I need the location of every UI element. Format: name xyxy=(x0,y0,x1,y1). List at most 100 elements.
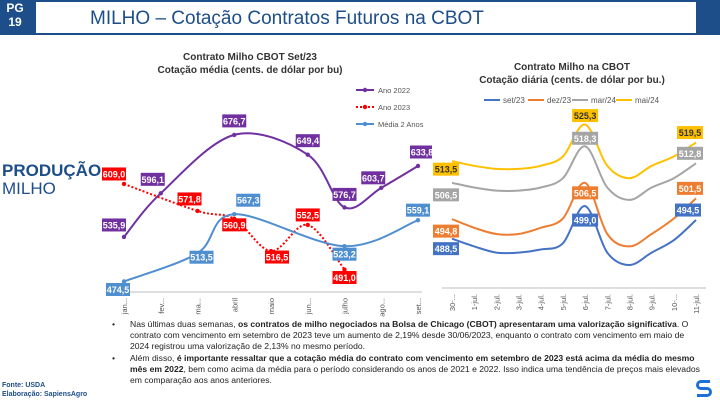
data-label-text: 649,4 xyxy=(296,136,319,146)
data-point xyxy=(232,212,237,217)
data-label-box xyxy=(677,181,703,195)
data-label: 518,3 xyxy=(572,131,599,145)
page-number: PG 19 xyxy=(0,1,30,29)
data-point xyxy=(379,185,384,191)
data-point xyxy=(342,243,347,249)
data-label-text: 567,3 xyxy=(237,196,260,206)
data-point xyxy=(342,205,347,210)
bullet-text: Além disso, xyxy=(130,353,177,363)
page-number-value: 19 xyxy=(8,15,22,29)
data-label: 633,8 xyxy=(410,145,432,159)
data-label-text: 512,8 xyxy=(679,149,702,159)
data-label-box xyxy=(572,131,599,145)
data-label-box xyxy=(433,224,459,238)
legend-label: mar/24 xyxy=(591,96,616,105)
footer: Fonte: USDA Elaboração: SapiensAgro xyxy=(2,381,87,399)
x-tick-label: fev... xyxy=(157,298,166,314)
data-label-box xyxy=(677,146,703,160)
sidebar xyxy=(0,0,78,405)
data-label: 560,9 xyxy=(222,218,247,232)
series-line xyxy=(451,145,697,201)
header-title-box xyxy=(36,2,696,33)
x-tick-label: 8-jul. xyxy=(625,294,634,310)
data-label-text: 525,3 xyxy=(574,111,597,121)
data-label: 494,5 xyxy=(675,203,701,217)
chart-title: Contrato Milho CBOT Set/23 xyxy=(183,52,317,63)
data-label-box xyxy=(222,218,247,232)
data-label: 552,5 xyxy=(295,208,320,222)
x-tick-label: 4-jul. xyxy=(537,294,546,310)
legend-label: Média 2 Anos xyxy=(378,120,424,129)
data-label: 559,1 xyxy=(406,203,430,217)
data-label-box xyxy=(332,247,357,261)
data-label-text: 506,5 xyxy=(435,190,458,200)
data-label: 494,8 xyxy=(433,224,459,238)
footer-source: Fonte: USDA xyxy=(2,382,46,389)
data-label-box xyxy=(177,192,202,206)
data-label-box xyxy=(102,218,126,232)
data-point xyxy=(121,279,127,284)
data-label-box xyxy=(265,250,289,264)
data-label-text: 513,5 xyxy=(435,165,458,175)
data-label-text: 576,7 xyxy=(333,190,356,200)
data-label-box xyxy=(677,126,703,140)
data-label: 525,3 xyxy=(572,109,599,123)
x-tick-label: 10-... xyxy=(670,294,679,311)
x-tick-label: 5-jul. xyxy=(559,294,568,310)
x-tick-label: julho xyxy=(341,298,350,315)
legend-label: dez/23 xyxy=(547,96,572,105)
bullet-item: Nas últimas duas semanas, os contratos d… xyxy=(112,319,704,352)
data-label: 474,5 xyxy=(106,282,130,296)
data-label: 506,5 xyxy=(572,186,599,200)
legend-label: mai/24 xyxy=(635,96,660,105)
data-point xyxy=(305,222,310,228)
chart-title: Contrato Milho na CBOT xyxy=(514,62,630,73)
x-tick-label: 3-jul. xyxy=(515,294,524,310)
data-label: 567,3 xyxy=(236,193,261,207)
bullet-item: Além disso, é importante ressaltar que a… xyxy=(112,353,704,386)
data-label-text: 535,9 xyxy=(103,220,126,230)
section-title: PRODUÇÃO xyxy=(2,161,102,180)
data-label-box xyxy=(189,250,214,264)
data-label-text: 513,5 xyxy=(190,253,213,263)
x-tick-label: set... xyxy=(414,298,423,314)
data-label-text: 523,2 xyxy=(333,250,356,260)
data-label: 499,0 xyxy=(572,213,599,227)
legend-marker xyxy=(362,121,368,127)
data-point xyxy=(158,191,163,196)
data-label: 649,4 xyxy=(295,134,320,148)
data-label: 576,7 xyxy=(332,187,357,201)
data-point xyxy=(342,267,347,272)
data-label-text: 501,5 xyxy=(679,184,702,194)
data-label-text: 518,3 xyxy=(574,134,597,144)
x-tick-label: ago... xyxy=(377,298,386,317)
data-label-text: 609,0 xyxy=(103,169,126,179)
data-point xyxy=(121,181,127,187)
data-label-box xyxy=(222,114,247,128)
data-point xyxy=(121,234,127,240)
data-label: 488,5 xyxy=(433,242,459,256)
data-label-box xyxy=(102,167,126,181)
data-label: 501,5 xyxy=(677,181,703,195)
series-line xyxy=(123,213,419,283)
brand-logo-icon xyxy=(696,380,712,397)
data-label-box xyxy=(140,172,165,186)
page-label: PG xyxy=(6,1,24,15)
section-subtitle: MILHO xyxy=(2,179,56,198)
data-label-text: 571,8 xyxy=(178,194,201,204)
x-tick-label: 11-jul. xyxy=(692,294,701,314)
data-label: 603,7 xyxy=(361,171,386,185)
chart-subtitle: Cotação média (cents. de dólar por bu) xyxy=(157,65,342,76)
data-label-text: 603,7 xyxy=(362,173,385,183)
data-label-box xyxy=(236,193,261,207)
data-label-box xyxy=(433,242,459,256)
legend-marker xyxy=(362,87,368,93)
data-label-box xyxy=(361,171,386,185)
data-point xyxy=(232,132,237,138)
x-tick-label: 7-jul. xyxy=(603,294,612,310)
data-label-box xyxy=(433,188,459,202)
x-tick-label: maio xyxy=(267,298,276,314)
legend-label: Ano 2022 xyxy=(378,86,410,95)
data-label-text: 488,5 xyxy=(435,244,458,254)
data-label-box xyxy=(332,187,357,201)
